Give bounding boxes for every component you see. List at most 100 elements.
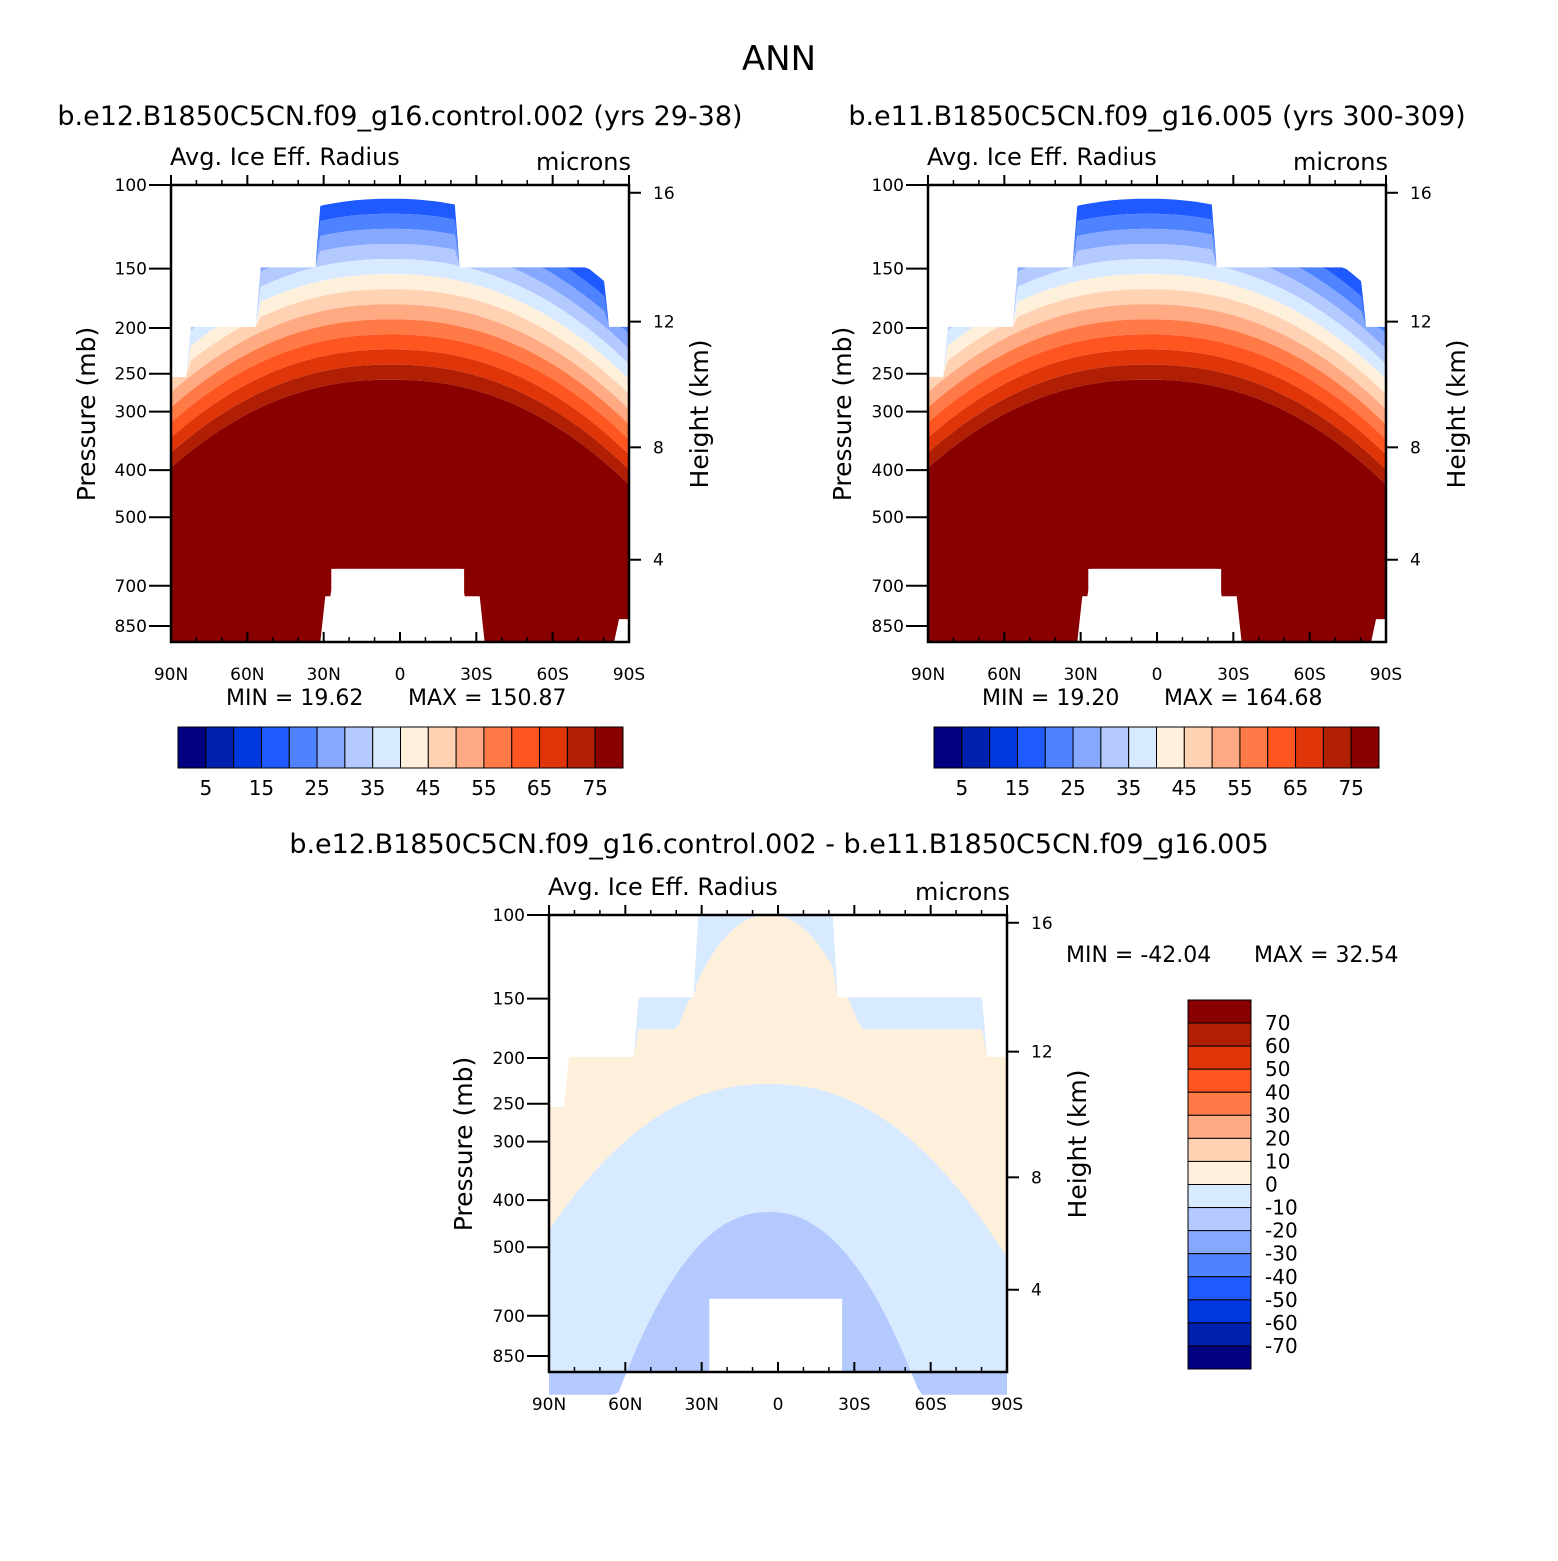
colorbar-label: 25	[304, 776, 329, 800]
x-tick-label: 30S	[838, 1395, 870, 1415]
variable-label: Avg. Ice Eff. Radius	[927, 143, 1157, 171]
colorbar-label: 30	[1265, 1103, 1290, 1127]
colorbar-label: -10	[1265, 1196, 1298, 1220]
y-tick-label: 700	[115, 577, 147, 597]
y-tick-label: 250	[115, 365, 147, 385]
control-panel: b.e12.B1850C5CN.f09_g16.control.002 (yrs…	[57, 101, 742, 800]
colorbar-label: 45	[416, 776, 441, 800]
plot-area: 90N 60N 30N 0 30S 60S 90S 100 150 200 250 300 400 500…	[115, 175, 675, 685]
contour-band	[171, 259, 629, 380]
colorbar-swatch	[539, 726, 568, 769]
min-stat: MIN = -42.04	[1066, 943, 1211, 968]
units-label: microns	[536, 148, 631, 176]
colorbar-label: -70	[1265, 1334, 1298, 1358]
y-tick-label: 200	[115, 319, 147, 339]
colorbar-swatch	[566, 726, 596, 769]
x-tick-label: 30N	[684, 1395, 718, 1415]
colorbar-label: 70	[1265, 1011, 1290, 1035]
colorbar: 5 15 25 35 45 55 65 75	[177, 726, 624, 800]
colorbar-swatch	[427, 726, 457, 769]
y-right-axis-label: Height (km)	[1442, 340, 1471, 489]
colorbar-swatch	[1187, 1184, 1252, 1209]
colorbar-swatch	[1156, 726, 1185, 769]
y-right-tick-label: 12	[1031, 1043, 1053, 1063]
colorbar-swatch	[1128, 726, 1157, 769]
contour-band	[171, 304, 629, 425]
topography-mask	[331, 568, 465, 642]
colorbar-label: 5	[955, 776, 968, 800]
colorbar-label: 0	[1265, 1173, 1278, 1197]
colorbar-swatch	[233, 726, 262, 769]
y-tick-label: 100	[115, 176, 147, 196]
colorbar-label: -50	[1265, 1288, 1298, 1312]
contour-band	[928, 244, 1386, 377]
colorbar-label: 65	[527, 776, 552, 800]
y-tick-label: 250	[493, 1095, 525, 1115]
colorbar-label: 75	[582, 776, 607, 800]
y-right-tick-label: 16	[1410, 184, 1432, 204]
colorbar-label: 35	[1116, 776, 1141, 800]
y-axis-label: Pressure (mb)	[828, 327, 857, 501]
y-tick-label: 700	[493, 1307, 525, 1327]
x-tick-label: 60N	[987, 665, 1021, 685]
x-tick-label: 60S	[536, 665, 568, 685]
colorbar-swatch	[1187, 1137, 1252, 1162]
colorbar-label: 75	[1338, 776, 1363, 800]
y-tick-label: 400	[872, 461, 904, 481]
colorbar-swatch	[511, 726, 541, 769]
contour-band	[171, 319, 629, 440]
y-tick-label: 300	[872, 403, 904, 423]
colorbar-swatch	[1187, 1022, 1252, 1047]
colorbar-swatch	[1183, 726, 1213, 769]
colorbar-swatch	[989, 726, 1018, 769]
contour-band	[171, 379, 629, 642]
reference-panel: b.e11.B1850C5CN.f09_g16.005 (yrs 300-309…	[828, 101, 1471, 800]
max-stat: MAX = 164.68	[1164, 686, 1323, 711]
y-right-tick-label: 12	[1410, 313, 1432, 333]
max-stat: MAX = 32.54	[1254, 943, 1399, 968]
y-tick-label: 200	[872, 319, 904, 339]
plot-area: 90N 60N 30N 0 30S 60S 90S 100 150 200 250 300 400 500…	[493, 905, 1053, 1415]
contour-band	[928, 274, 1386, 395]
x-tick-label: 90S	[991, 1395, 1023, 1415]
colorbar-label: 40	[1265, 1080, 1290, 1104]
x-tick-label: 30S	[460, 665, 492, 685]
y-right-tick-label: 4	[653, 551, 664, 571]
y-right-tick-label: 8	[1031, 1168, 1042, 1188]
colorbar-swatch	[1187, 1068, 1252, 1093]
colorbar: 5 15 25 35 45 55 65 75	[933, 726, 1380, 800]
colorbar-label: -30	[1265, 1242, 1298, 1266]
x-tick-label: 90S	[613, 665, 645, 685]
contour-band	[549, 915, 1007, 1107]
colorbar-label: 15	[1005, 776, 1030, 800]
x-tick-label: 90S	[1370, 665, 1402, 685]
contour-band	[171, 289, 629, 410]
colorbar-label: 25	[1060, 776, 1085, 800]
colorbar-swatch	[288, 726, 318, 769]
colorbar-swatch	[1295, 726, 1324, 769]
colorbar-swatch	[1187, 1345, 1252, 1370]
contour-band	[928, 334, 1386, 455]
difference-panel: b.e12.B1850C5CN.f09_g16.control.002 - b.…	[289, 829, 1398, 1415]
x-tick-label: 90N	[154, 665, 188, 685]
colorbar-label: 55	[471, 776, 496, 800]
colorbar-label: -40	[1265, 1265, 1298, 1289]
y-tick-label: 700	[872, 577, 904, 597]
colorbar-label: 10	[1265, 1149, 1290, 1173]
topography-mask	[709, 1298, 843, 1372]
units-label: microns	[915, 878, 1010, 906]
panel-title: b.e11.B1850C5CN.f09_g16.005 (yrs 300-309…	[848, 101, 1465, 132]
y-right-tick-label: 16	[1031, 914, 1053, 934]
plot-area: 90N 60N 30N 0 30S 60S 90S 100 150 200 250 300 400 500…	[872, 175, 1432, 685]
colorbar-swatch	[483, 726, 513, 769]
colorbar-swatch	[400, 726, 429, 769]
x-tick-label: 30N	[1063, 665, 1097, 685]
colorbar-swatch	[1187, 1207, 1252, 1232]
y-tick-label: 150	[115, 260, 147, 280]
contour-band	[928, 349, 1386, 470]
y-axis-label: Pressure (mb)	[449, 1057, 478, 1231]
y-right-tick-label: 12	[653, 313, 675, 333]
no-data-mask	[928, 185, 1386, 377]
